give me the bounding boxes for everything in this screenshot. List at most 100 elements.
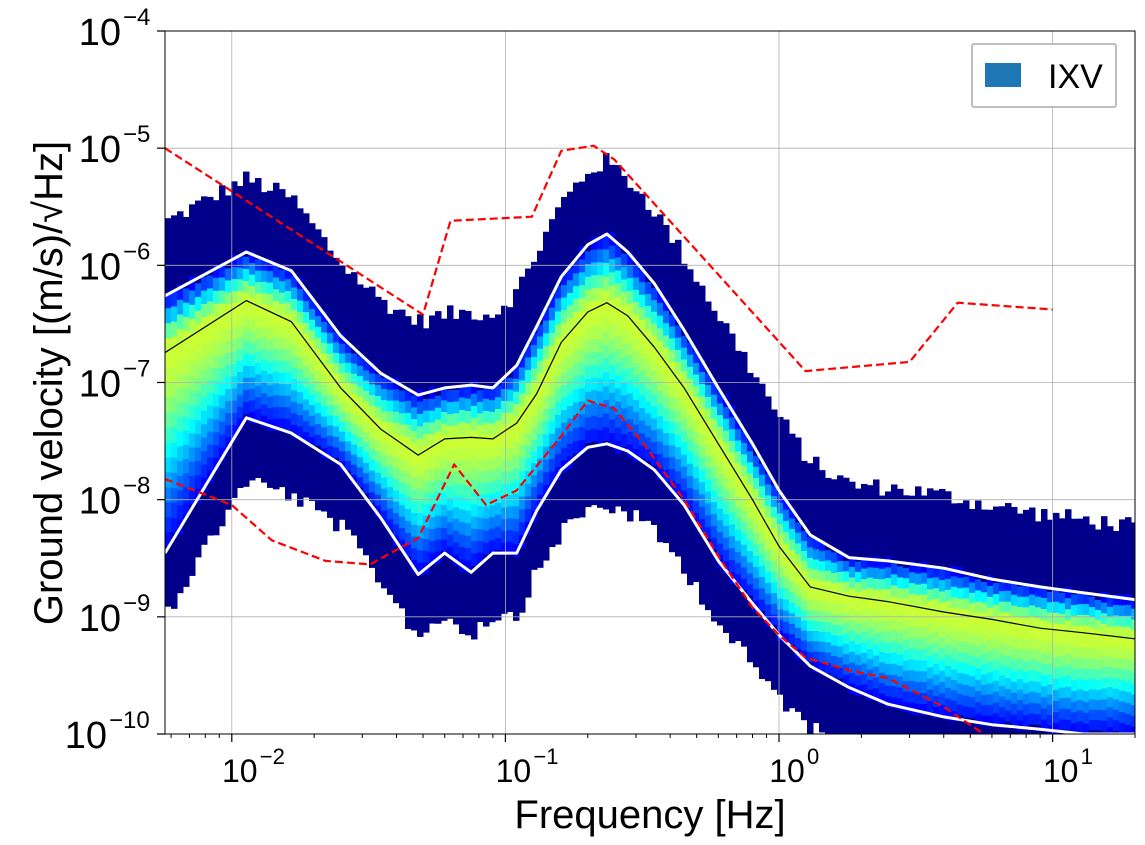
- heatmap-cell: [213, 303, 220, 317]
- heatmap-cell: [429, 599, 436, 612]
- heatmap-cell: [369, 318, 376, 331]
- heatmap-cell: [1107, 646, 1114, 658]
- heatmap-cell: [423, 398, 430, 411]
- heatmap-cell: [627, 239, 634, 253]
- heatmap-cell: [1119, 786, 1126, 797]
- heatmap-cell: [399, 424, 406, 437]
- heatmap-cell: [891, 517, 898, 530]
- heatmap-cell: [969, 706, 976, 718]
- heatmap-cell: [165, 576, 172, 592]
- heatmap-cell: [825, 621, 832, 633]
- heatmap-cell: [603, 289, 610, 305]
- heatmap-cell: [357, 294, 364, 306]
- heatmap-cell: [885, 588, 892, 600]
- heatmap-cell: [933, 674, 940, 686]
- heatmap-cell: [681, 406, 688, 419]
- heatmap-cell: [1095, 679, 1102, 691]
- heatmap-cell: [171, 260, 178, 277]
- heatmap-cell: [633, 436, 640, 449]
- heatmap-cell: [387, 518, 394, 531]
- heatmap-cell: [945, 523, 952, 536]
- heatmap-cell: [579, 478, 586, 492]
- heatmap-cell: [549, 332, 556, 346]
- heatmap-cell: [387, 313, 394, 326]
- heatmap-cell: [717, 379, 724, 392]
- heatmap-cell: [873, 589, 880, 601]
- heatmap-cell: [507, 435, 514, 449]
- heatmap-cell: [231, 217, 238, 231]
- heatmap-cell: [849, 502, 856, 514]
- heatmap-cell: [237, 267, 244, 280]
- heatmap-cell: [1011, 780, 1018, 791]
- heatmap-cell: [885, 512, 892, 525]
- heatmap-cell: [657, 529, 664, 543]
- heatmap-cell: [621, 485, 628, 499]
- heatmap-cell: [267, 430, 274, 443]
- heatmap-cell: [285, 290, 292, 303]
- heatmap-cell: [813, 599, 820, 611]
- heatmap-cell: [687, 329, 694, 343]
- heatmap-cell: [873, 743, 880, 754]
- heatmap-cell: [231, 290, 238, 304]
- heatmap-cell: [561, 434, 568, 448]
- heatmap-cell: [1071, 679, 1078, 691]
- heatmap-cell: [1095, 750, 1102, 761]
- heatmap-cell: [537, 457, 544, 471]
- heatmap-cell: [195, 214, 202, 229]
- heatmap-cell: [381, 565, 388, 578]
- heatmap-cell: [825, 570, 832, 581]
- heatmap-cell: [741, 600, 748, 613]
- heatmap-cell: [951, 596, 958, 608]
- heatmap-cell: [381, 355, 388, 367]
- heatmap-cell: [573, 401, 580, 416]
- heatmap-cell: [555, 259, 562, 273]
- heatmap-cell: [807, 672, 814, 684]
- heatmap-cell: [471, 380, 478, 394]
- heatmap-cell: [933, 739, 940, 750]
- heatmap-cell: [183, 288, 190, 303]
- heatmap-cell: [771, 431, 778, 443]
- heatmap-cell: [867, 740, 874, 751]
- heatmap-cell: [723, 501, 730, 515]
- heatmap-cell: [969, 644, 976, 656]
- heatmap-cell: [627, 508, 634, 522]
- heatmap-cell: [507, 482, 514, 495]
- heatmap-cell: [597, 403, 604, 418]
- heatmap-cell: [1053, 722, 1060, 734]
- heatmap-cell: [993, 582, 1000, 594]
- heatmap-cell: [291, 275, 298, 288]
- heatmap-cell: [297, 403, 304, 416]
- heatmap-cell: [525, 533, 532, 548]
- heatmap-cell: [177, 416, 184, 432]
- heatmap-cell: [339, 265, 346, 276]
- heatmap-cell: [375, 384, 382, 397]
- heatmap-cell: [183, 373, 190, 388]
- heatmap-cell: [405, 448, 412, 461]
- heatmap-cell: [549, 433, 556, 447]
- heatmap-cell: [699, 469, 706, 483]
- heatmap-cell: [621, 407, 628, 422]
- heatmap-cell: [471, 528, 478, 542]
- heatmap-cell: [885, 728, 892, 734]
- heatmap-cell: [717, 344, 724, 357]
- heatmap-cell: [243, 280, 250, 294]
- heatmap-cell: [831, 665, 838, 677]
- heatmap-cell: [1017, 772, 1024, 783]
- heatmap-cell: [753, 577, 760, 590]
- heatmap-cell: [315, 477, 322, 489]
- heatmap-cell: [741, 351, 748, 364]
- heatmap-cell: [267, 407, 274, 420]
- heatmap-cell: [1005, 754, 1012, 765]
- heatmap-cell: [1119, 562, 1126, 574]
- heatmap-cell: [873, 655, 880, 667]
- heatmap-cell: [789, 602, 796, 614]
- heatmap-cell: [207, 391, 214, 406]
- heatmap-cell: [483, 422, 490, 435]
- heatmap-cell: [555, 492, 562, 506]
- heatmap-cell: [675, 422, 682, 435]
- heatmap-cell: [597, 184, 604, 198]
- heatmap-cell: [567, 330, 574, 344]
- heatmap-cell: [867, 495, 874, 507]
- heatmap-cell: [699, 371, 706, 385]
- heatmap-cell: [957, 757, 964, 768]
